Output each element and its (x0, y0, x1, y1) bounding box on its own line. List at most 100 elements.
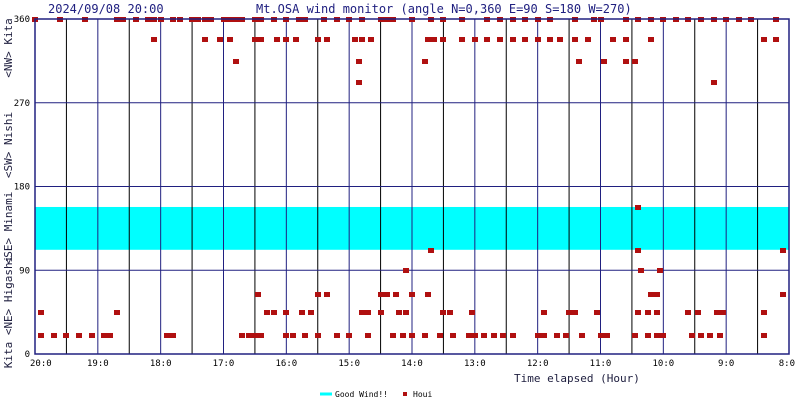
data-point (51, 333, 57, 338)
x-tick-label: 16:0 (275, 359, 297, 369)
data-point (522, 37, 528, 42)
x-tick-label: 19:0 (87, 359, 109, 369)
data-point (107, 333, 113, 338)
data-point (89, 333, 95, 338)
data-point (378, 292, 384, 297)
data-point (101, 333, 107, 338)
x-tick-label: 9:0 (718, 359, 734, 369)
y-tick-label: 270 (14, 99, 30, 109)
data-point (585, 37, 591, 42)
data-point (654, 310, 660, 315)
x-tick-label: 12:0 (527, 359, 549, 369)
data-point (170, 333, 176, 338)
data-point (466, 333, 472, 338)
data-point (447, 310, 453, 315)
data-point (535, 333, 541, 338)
data-point (368, 37, 374, 42)
data-point (425, 292, 431, 297)
legend-points-label: Houi (413, 390, 432, 399)
data-point (227, 37, 233, 42)
data-point (233, 59, 239, 64)
data-point (346, 333, 352, 338)
data-point (299, 310, 305, 315)
data-point (645, 333, 651, 338)
data-point (425, 37, 431, 42)
data-point (315, 333, 321, 338)
data-point (403, 310, 409, 315)
data-point (324, 292, 330, 297)
data-point (239, 333, 245, 338)
data-point (717, 333, 723, 338)
timestamp-label: 2024/09/08 20:00 (48, 2, 164, 16)
data-point (365, 333, 371, 338)
data-point (469, 310, 475, 315)
data-point (780, 292, 786, 297)
y-direction-label: <NW> Kita (2, 18, 15, 78)
data-point (38, 310, 44, 315)
data-point (308, 310, 314, 315)
data-point (271, 310, 277, 315)
data-point (324, 37, 330, 42)
data-point (352, 37, 358, 42)
data-point (707, 333, 713, 338)
data-point (500, 333, 506, 338)
data-point (635, 310, 641, 315)
data-point (557, 37, 563, 42)
data-point (698, 333, 704, 338)
data-point (164, 333, 170, 338)
data-point (255, 292, 261, 297)
data-point (510, 37, 516, 42)
data-point (761, 37, 767, 42)
legend-good-label: Good Wind!! (335, 390, 388, 399)
data-point (359, 310, 365, 315)
data-point (283, 37, 289, 42)
data-point (660, 333, 666, 338)
data-point (202, 37, 208, 42)
data-point (38, 333, 44, 338)
data-point (484, 37, 490, 42)
data-point (274, 37, 280, 42)
data-point (648, 37, 654, 42)
data-point (547, 37, 553, 42)
data-point (773, 37, 779, 42)
data-point (114, 310, 120, 315)
data-point (623, 37, 629, 42)
data-point (409, 292, 415, 297)
legend: Good Wind!! Houi (320, 390, 432, 399)
x-tick-label: 17:0 (213, 359, 235, 369)
data-point (635, 248, 641, 253)
plot-area (32, 17, 790, 355)
data-point (761, 333, 767, 338)
data-point (258, 37, 264, 42)
data-point (598, 333, 604, 338)
data-point (654, 333, 660, 338)
data-point (623, 59, 629, 64)
data-point (431, 37, 437, 42)
data-point (356, 80, 362, 85)
data-point (440, 37, 446, 42)
data-point (422, 333, 428, 338)
data-point (264, 310, 270, 315)
data-point (579, 333, 585, 338)
data-point (714, 310, 720, 315)
y-tick-label: 360 (14, 15, 30, 25)
data-point (554, 333, 560, 338)
data-point (258, 333, 264, 338)
y-direction-label: Kita <NE> Higashi (2, 256, 15, 369)
data-point (409, 333, 415, 338)
legend-points-swatch (403, 392, 407, 396)
x-tick-label: 11:0 (590, 359, 612, 369)
data-point (283, 310, 289, 315)
data-point (428, 248, 434, 253)
y-direction-label: <SE> Minami (2, 192, 15, 265)
data-point (393, 292, 399, 297)
data-point (563, 333, 569, 338)
data-point (761, 310, 767, 315)
data-point (437, 333, 443, 338)
data-point (334, 333, 340, 338)
data-point (535, 37, 541, 42)
data-point (541, 310, 547, 315)
data-point (472, 333, 478, 338)
data-point (440, 310, 446, 315)
data-point (632, 59, 638, 64)
